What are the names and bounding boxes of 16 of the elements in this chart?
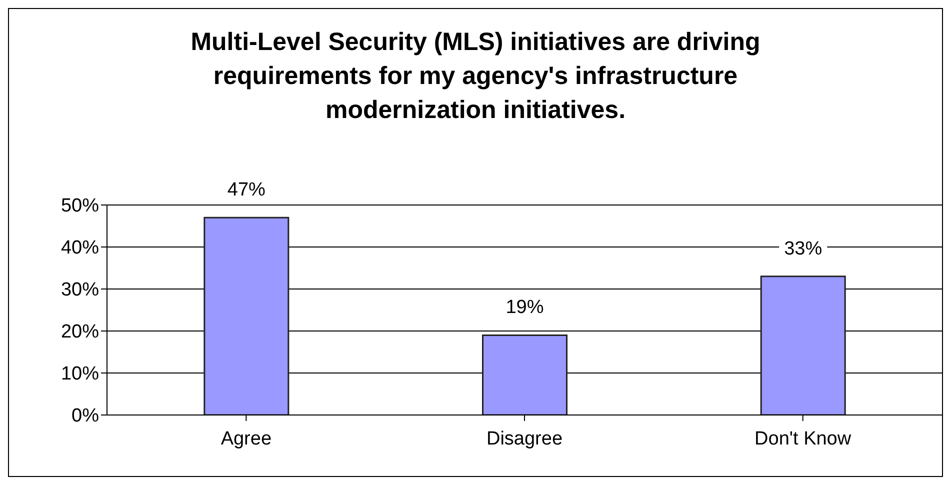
data-label: 33% (784, 238, 822, 260)
bar (760, 276, 846, 415)
y-tick-label: 30% (60, 280, 100, 301)
data-label: 47% (227, 180, 266, 201)
x-tick-label: Disagree (486, 428, 563, 450)
y-tick-label: 40% (60, 238, 100, 259)
chart-title: Multi-Level Security (MLS) initiatives are driving requirements for my agency's infrastructure modernization initiatives. (190, 27, 762, 126)
x-tick-label: Agree (220, 428, 272, 450)
y-tick-label: 0% (72, 406, 100, 427)
data-label: 19% (506, 297, 544, 318)
y-tick-label: 10% (60, 364, 100, 385)
bar (482, 334, 568, 415)
y-tick-label: 20% (60, 322, 100, 343)
x-tick-label: Don't Know (754, 428, 852, 450)
bar (204, 216, 290, 415)
y-tick-label: 50% (60, 196, 100, 217)
